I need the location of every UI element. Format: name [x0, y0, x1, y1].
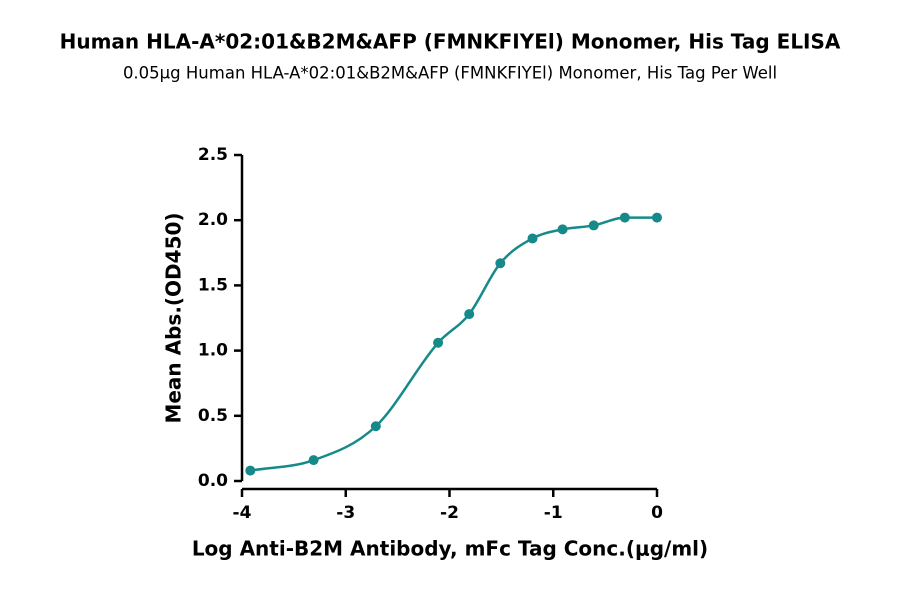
data-point: [245, 465, 256, 476]
chart-subtitle: 0.05μg Human HLA-A*02:01&B2M&AFP (FMNKFI…: [123, 64, 777, 83]
data-point: [557, 224, 568, 235]
y-tick-label: 0.0: [198, 471, 228, 491]
data-point: [308, 455, 319, 466]
data-point: [527, 233, 538, 244]
y-tick-label: 2.0: [198, 210, 228, 230]
data-point: [464, 309, 475, 320]
x-axis-label: Log Anti-B2M Antibody, mFc Tag Conc.(μg/…: [192, 537, 708, 561]
x-tick-label: -4: [233, 503, 252, 523]
data-point: [433, 337, 444, 348]
x-tick-label: 0: [651, 503, 663, 523]
data-point: [652, 212, 662, 223]
fit-curve: [250, 216, 657, 472]
x-tick-label: -1: [544, 503, 563, 523]
y-axis-label: Mean Abs.(OD450): [162, 212, 186, 423]
y-tick-label: 0.5: [198, 406, 228, 426]
data-point: [588, 220, 599, 231]
chart-title: Human HLA-A*02:01&B2M&AFP (FMNKFIYEl) Mo…: [60, 30, 841, 54]
data-point: [619, 212, 630, 223]
y-tick-label: 1.0: [198, 341, 228, 361]
data-point: [495, 258, 506, 269]
x-tick-label: -2: [440, 503, 459, 523]
x-tick-label: -3: [336, 503, 355, 523]
data-point: [370, 421, 381, 432]
y-tick-label: 1.5: [198, 275, 228, 295]
y-tick-label: 2.5: [198, 145, 228, 165]
